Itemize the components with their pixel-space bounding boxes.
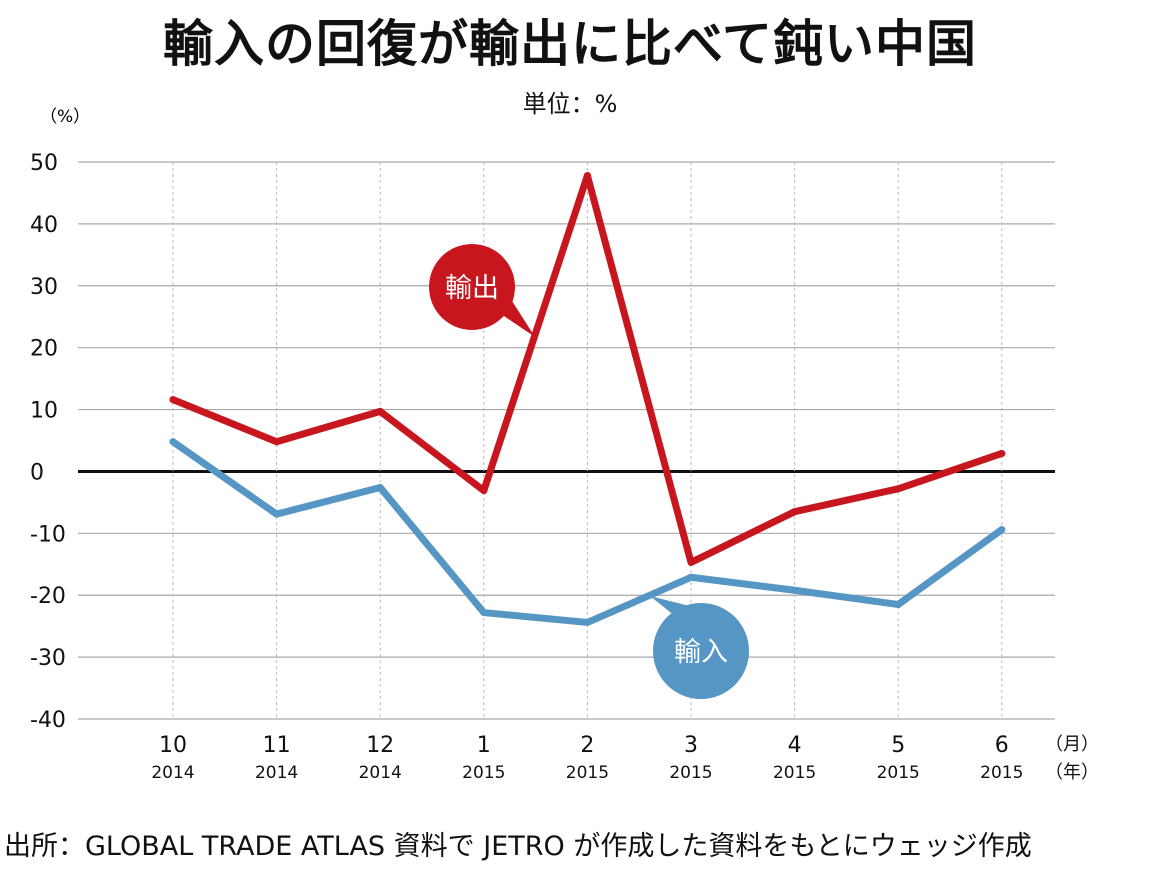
x-tick-year: 2015 bbox=[462, 763, 505, 783]
x-tick-year: 2015 bbox=[980, 763, 1023, 783]
y-tick-label: 40 bbox=[30, 213, 58, 238]
x-tick-year: 2015 bbox=[669, 763, 712, 783]
legend-import-label: 輸入 bbox=[674, 637, 728, 668]
x-tick-year: 2015 bbox=[773, 763, 816, 783]
x-tick-month: 4 bbox=[788, 733, 802, 758]
data-point bbox=[376, 484, 384, 492]
x-tick-month: 3 bbox=[684, 733, 698, 758]
data-point bbox=[791, 586, 799, 594]
x-tick-month: 10 bbox=[159, 733, 187, 758]
data-point bbox=[894, 601, 902, 609]
y-tick-label: 10 bbox=[30, 399, 58, 424]
data-point bbox=[169, 438, 177, 446]
data-point bbox=[480, 487, 488, 495]
data-point bbox=[169, 396, 177, 404]
y-tick-label: -30 bbox=[30, 646, 66, 671]
y-tick-label: 30 bbox=[30, 275, 58, 300]
x-axis-year-label: （年） bbox=[1045, 762, 1099, 783]
export-bubble bbox=[429, 244, 515, 330]
data-point bbox=[894, 485, 902, 493]
data-point bbox=[376, 407, 384, 415]
data-point bbox=[687, 573, 695, 581]
y-axis-label: （%） bbox=[40, 107, 90, 127]
x-tick-month: 12 bbox=[366, 733, 394, 758]
x-tick-month: 1 bbox=[477, 733, 491, 758]
unit-label: 単位：% bbox=[522, 90, 618, 118]
data-point bbox=[273, 438, 281, 446]
source-note: 出所：GLOBAL TRADE ATLAS 資料で JETRO が作成した資料を… bbox=[4, 831, 1032, 862]
data-point bbox=[791, 508, 799, 516]
import-bubble bbox=[653, 603, 749, 699]
chart-title: 輸入の回復が輸出に比べて鈍い中国 bbox=[163, 15, 977, 73]
x-tick-month: 2 bbox=[580, 733, 594, 758]
x-tick-year: 2015 bbox=[877, 763, 920, 783]
y-tick-label: -40 bbox=[30, 708, 66, 733]
data-point bbox=[480, 609, 488, 617]
data-point bbox=[998, 449, 1006, 457]
x-tick-month: 6 bbox=[995, 733, 1009, 758]
y-tick-label: 0 bbox=[30, 460, 44, 485]
x-tick-year: 2014 bbox=[359, 763, 402, 783]
data-point bbox=[583, 618, 591, 626]
y-tick-label: -20 bbox=[30, 584, 66, 609]
x-tick-year: 2014 bbox=[255, 763, 298, 783]
y-tick-label: 50 bbox=[30, 151, 58, 176]
data-point bbox=[998, 526, 1006, 534]
y-tick-label: 20 bbox=[30, 337, 58, 362]
x-axis-month-label: （月） bbox=[1045, 734, 1099, 755]
data-point bbox=[687, 558, 695, 566]
data-point bbox=[273, 510, 281, 518]
y-tick-label: -10 bbox=[30, 522, 66, 547]
data-point bbox=[583, 172, 591, 180]
x-tick-year: 2015 bbox=[566, 763, 609, 783]
x-tick-month: 5 bbox=[891, 733, 905, 758]
legend-export-label: 輸出 bbox=[445, 273, 499, 304]
x-tick-month: 11 bbox=[263, 733, 291, 758]
x-tick-year: 2014 bbox=[151, 763, 194, 783]
